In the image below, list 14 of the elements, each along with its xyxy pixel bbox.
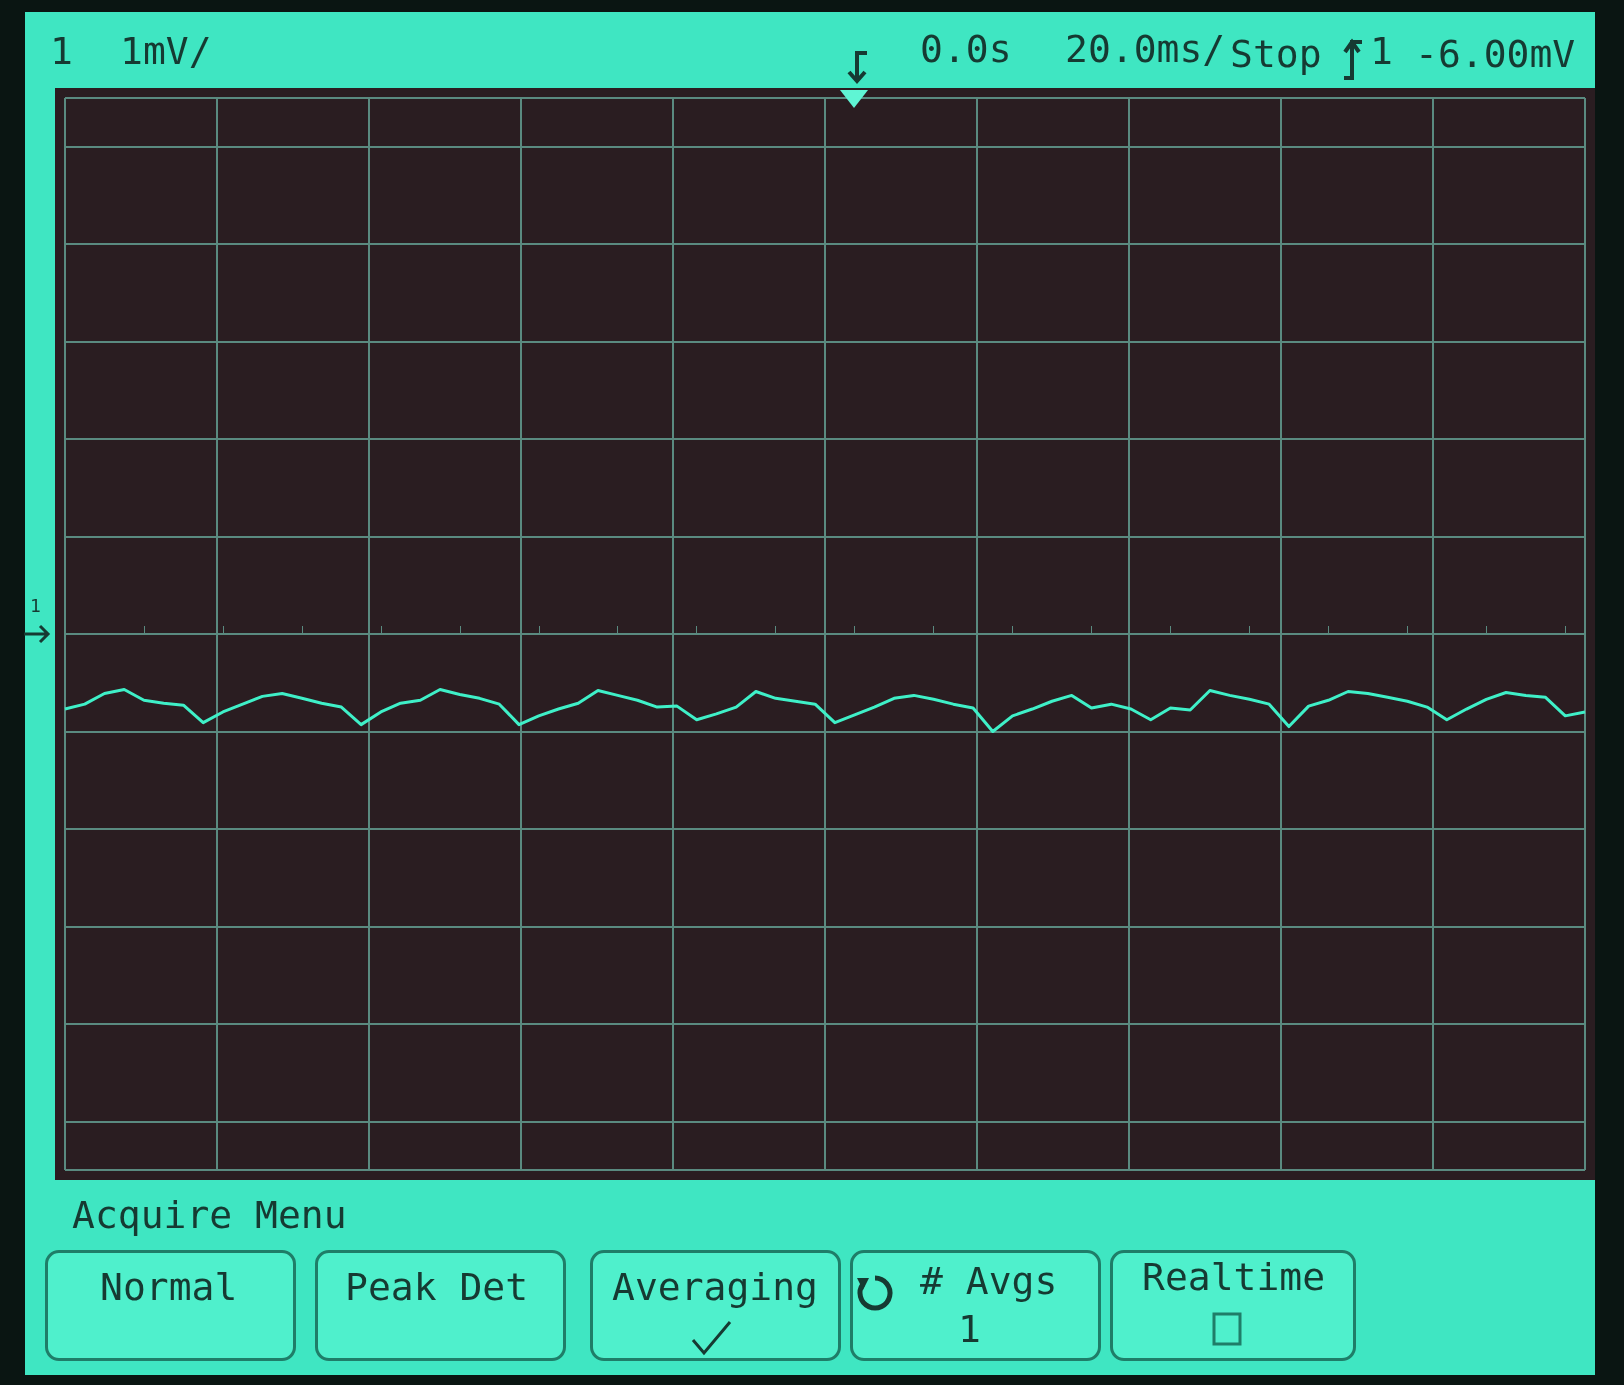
text: 0.0s (920, 27, 1012, 71)
text: 1 (958, 1307, 981, 1351)
text: 20.0ms/ (1065, 27, 1226, 71)
text: Stop (1230, 32, 1322, 76)
text: 1mV/ (120, 29, 212, 73)
text: -6.00mV (1415, 32, 1576, 76)
text: Peak Det (345, 1265, 529, 1309)
text: 1 (1370, 29, 1393, 73)
text: Averaging (612, 1265, 818, 1309)
text: Acquire Menu (72, 1193, 347, 1237)
text: 1 (50, 29, 73, 73)
text: # Avgs (920, 1259, 1058, 1303)
text: Normal (100, 1265, 238, 1309)
text: Realtime (1142, 1255, 1326, 1299)
